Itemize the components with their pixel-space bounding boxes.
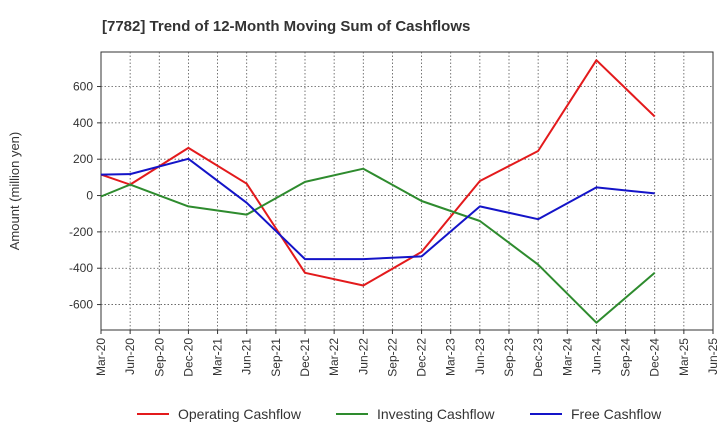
x-tick-label: Sep-23 bbox=[502, 338, 516, 377]
x-tick-label: Jun-21 bbox=[240, 338, 254, 375]
y-tick-label: -400 bbox=[69, 261, 93, 275]
x-tick-label: Sep-21 bbox=[269, 338, 283, 377]
x-tick-label: Dec-23 bbox=[531, 338, 545, 377]
y-tick-label: 200 bbox=[73, 152, 93, 166]
series-lines bbox=[100, 59, 656, 324]
x-axis: Mar-20 Jun-20 Sep-20 Dec-20 Mar-21 Jun-21 Sep-… bbox=[94, 330, 720, 377]
grid-lines bbox=[101, 52, 713, 330]
series-line-1 bbox=[100, 59, 656, 287]
x-tick-label: Mar-20 bbox=[94, 338, 108, 376]
x-tick-label: Jun-20 bbox=[123, 338, 137, 375]
legend-label-3: Free Cashflow bbox=[571, 406, 662, 422]
x-tick-label: Mar-25 bbox=[677, 338, 691, 376]
plot-frame bbox=[100, 51, 714, 331]
x-tick-label: Mar-23 bbox=[444, 338, 458, 376]
x-tick-label: Jun-22 bbox=[356, 338, 370, 375]
x-tick-label: Sep-20 bbox=[152, 338, 166, 377]
legend-label-1: Operating Cashflow bbox=[178, 406, 302, 422]
x-tick-label: Dec-24 bbox=[648, 338, 662, 377]
x-tick-label: Mar-24 bbox=[560, 338, 574, 376]
y-tick-label: -600 bbox=[69, 298, 93, 312]
y-tick-label: 400 bbox=[73, 116, 93, 130]
x-tick-label: Dec-20 bbox=[181, 338, 195, 377]
x-tick-label: Jun-23 bbox=[473, 338, 487, 375]
plot-area bbox=[100, 51, 714, 331]
series-line-2 bbox=[100, 167, 656, 324]
x-tick-label: Sep-22 bbox=[385, 338, 399, 377]
y-tick-label: -200 bbox=[69, 225, 93, 239]
y-tick-label: 600 bbox=[73, 80, 93, 94]
legend: Operating Cashflow Investing Cashflow Free… bbox=[137, 406, 662, 422]
legend-label-2: Investing Cashflow bbox=[377, 406, 495, 422]
x-tick-label: Dec-22 bbox=[415, 338, 429, 377]
x-tick-label: Jun-24 bbox=[589, 338, 603, 375]
y-axis: -600 -400 -200 0 200 400 600 bbox=[69, 80, 101, 312]
x-tick-label: Sep-24 bbox=[619, 338, 633, 377]
x-tick-label: Dec-21 bbox=[298, 338, 312, 377]
y-tick-label: 0 bbox=[86, 189, 93, 203]
x-tick-label: Mar-21 bbox=[211, 338, 225, 376]
x-tick-label: Mar-22 bbox=[327, 338, 341, 376]
y-axis-label: Amount (million yen) bbox=[7, 132, 22, 251]
chart-title: [7782] Trend of 12-Month Moving Sum of C… bbox=[102, 18, 470, 35]
x-tick-label: Jun-25 bbox=[706, 338, 720, 375]
series-line-3 bbox=[100, 157, 655, 261]
